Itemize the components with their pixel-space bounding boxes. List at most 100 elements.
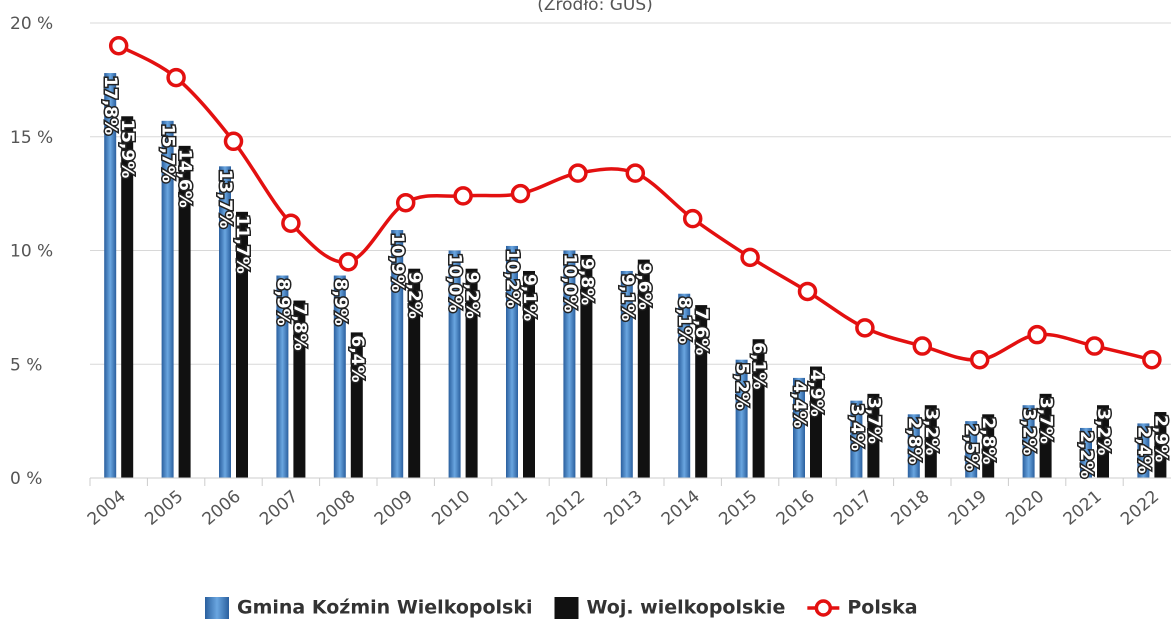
bar [1022, 405, 1035, 478]
bar [563, 250, 576, 478]
legend-marker [814, 599, 833, 617]
value-label: 3,2% [1019, 408, 1039, 455]
bar [580, 255, 593, 478]
bar [982, 414, 995, 478]
bar [161, 120, 174, 478]
bar [333, 275, 346, 478]
x-tick-label: 2012 [543, 487, 589, 530]
marker [682, 208, 703, 229]
bar [1097, 405, 1109, 478]
marker [1142, 349, 1162, 370]
value-label: 2,4% [1133, 426, 1153, 473]
marker [740, 247, 760, 268]
marker [568, 163, 588, 183]
value-label: 10,0% [559, 254, 579, 313]
value-label: 10,0% [445, 254, 465, 313]
bar [408, 268, 421, 478]
value-label: 14,6% [175, 149, 195, 208]
value-label: 15,7% [158, 124, 178, 183]
value-label: 17,8% [100, 76, 120, 135]
value-label: 15,9% [117, 119, 137, 178]
value-label: 10,9% [387, 233, 407, 292]
value-label: 11,7% [232, 215, 252, 274]
marker [855, 318, 875, 338]
value-label: 2,2% [1076, 431, 1096, 478]
value-label: 8,9% [330, 279, 350, 326]
value-label: 9,1% [617, 274, 637, 321]
x-tick-label: 2015 [715, 487, 761, 530]
bar [965, 421, 978, 478]
value-label: 13,7% [215, 169, 235, 228]
bar [465, 268, 478, 478]
value-label: 9,1% [519, 274, 539, 321]
bar [1080, 427, 1092, 478]
bar [752, 339, 765, 478]
bar [178, 145, 191, 478]
y-tick-label: 15 % [10, 128, 53, 148]
bar [907, 414, 920, 478]
marker [453, 186, 473, 206]
y-tick-label: 0 % [10, 469, 42, 489]
bar [293, 300, 306, 478]
x-tick-label: 2004 [84, 487, 130, 530]
marker [338, 252, 359, 272]
x-tick-label: 2018 [888, 487, 934, 530]
marker [969, 349, 990, 370]
value-label: 8,9% [272, 279, 292, 326]
value-label: 3,4% [846, 404, 866, 451]
chart-subtitle: (Źródło: GUS) [537, 0, 653, 15]
y-tick-label: 20 % [10, 14, 53, 34]
bar [104, 73, 117, 479]
marker [166, 67, 186, 88]
bar [219, 166, 231, 478]
x-tick-label: 2014 [658, 487, 704, 530]
bar [1137, 423, 1150, 478]
x-tick-label: 2013 [601, 487, 647, 530]
x-tick-label: 2011 [486, 487, 532, 530]
marker [395, 192, 416, 213]
bar [924, 405, 937, 478]
bar [793, 377, 805, 478]
value-label: 6,1% [749, 342, 769, 389]
bar [867, 393, 880, 478]
value-label: 2,8% [904, 417, 924, 464]
legend-label: Polska [847, 597, 917, 619]
x-tick-label: 2019 [945, 487, 991, 530]
marker [797, 281, 818, 302]
y-tick-label: 10 % [10, 242, 53, 262]
value-label: 8,1% [674, 297, 694, 344]
x-tick-label: 2016 [773, 487, 819, 530]
marker [223, 131, 244, 152]
value-label: 2,5% [961, 424, 981, 471]
x-tick-label: 2005 [141, 487, 187, 530]
bar [1154, 412, 1167, 478]
x-tick-label: 2006 [199, 487, 245, 530]
bar [121, 116, 134, 479]
value-label: 4,4% [789, 381, 809, 428]
legend-label: Woj. wielkopolskie [587, 597, 786, 619]
value-label: 10,2% [502, 249, 522, 308]
bar [695, 305, 708, 478]
bar [276, 275, 289, 478]
x-tick-label: 2010 [428, 487, 474, 530]
value-label: 3,2% [921, 408, 941, 455]
value-label: 3,7% [1036, 397, 1056, 444]
legend-swatch [205, 597, 229, 619]
value-label: 9,2% [404, 272, 424, 319]
bar [236, 211, 248, 478]
marker [1084, 336, 1105, 356]
bar [637, 259, 650, 478]
value-label: 9,6% [634, 263, 654, 310]
x-tick-label: 2022 [1117, 487, 1163, 530]
x-tick-label: 2007 [256, 487, 302, 530]
bar [850, 400, 863, 478]
value-label: 3,7% [863, 397, 883, 444]
value-label: 3,2% [1093, 408, 1113, 455]
bar [735, 359, 748, 478]
legend-label: Gmina Koźmin Wielkopolski [237, 597, 533, 619]
bar [523, 270, 535, 478]
value-label: 6,4% [347, 335, 367, 382]
x-tick-label: 2009 [371, 487, 417, 530]
marker [625, 163, 646, 183]
